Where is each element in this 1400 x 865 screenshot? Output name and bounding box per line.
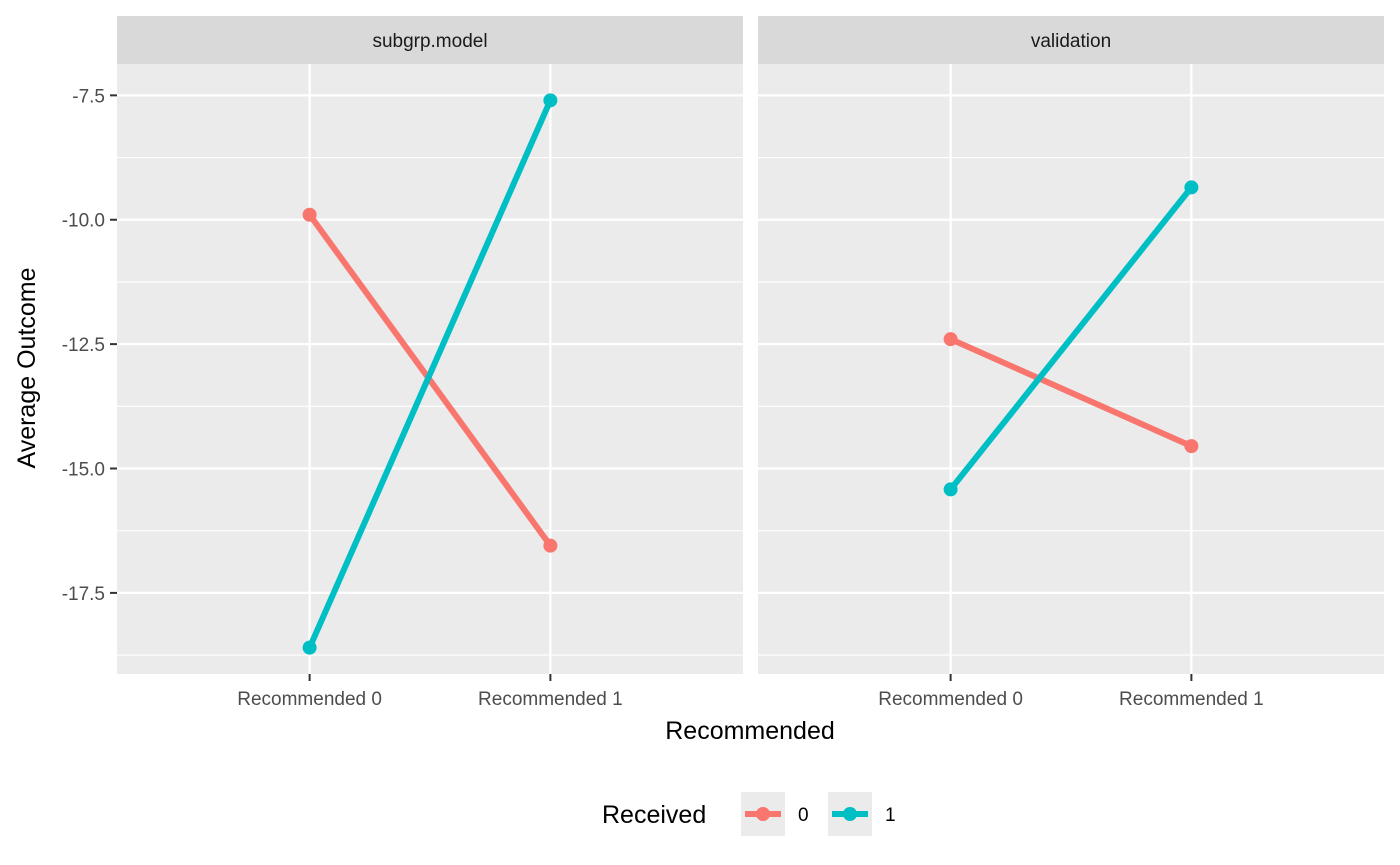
x-tick-label: Recommended 1 xyxy=(478,689,623,710)
series-line-1 xyxy=(948,185,1194,492)
data-point-series-1 xyxy=(943,482,958,497)
data-point-series-0 xyxy=(943,332,958,347)
y-tick-label: -10.0 xyxy=(62,211,105,232)
facet-strip xyxy=(117,16,743,64)
series-line-1 xyxy=(306,99,554,649)
legend: Received 0 1 xyxy=(602,792,896,836)
y-axis-title: Average Outcome xyxy=(13,267,41,468)
facet-panel-subgrp-model: subgrp.model Recommended 0 Recommended 1 xyxy=(117,16,743,710)
legend-label: 1 xyxy=(885,805,896,826)
data-point-series-1 xyxy=(302,640,317,655)
panel-background xyxy=(758,64,1384,674)
x-axis-title: Recommended xyxy=(665,717,835,745)
facet-strip-label: subgrp.model xyxy=(372,31,487,52)
y-tick-label: -7.5 xyxy=(72,86,105,107)
legend-key-point xyxy=(843,807,857,821)
y-tick-label: -12.5 xyxy=(62,335,105,356)
y-tick-label: -15.0 xyxy=(62,460,105,481)
x-tick-label: Recommended 0 xyxy=(237,689,382,710)
legend-key-point xyxy=(756,807,770,821)
facet-panel-validation: validation Recommended 0 Recommended 1 xyxy=(758,16,1384,710)
x-tick-label: Recommended 0 xyxy=(878,689,1023,710)
facet-strip-label: validation xyxy=(1031,31,1111,52)
data-point-series-0 xyxy=(302,207,317,222)
facet-strip xyxy=(758,16,1384,64)
data-point-series-0 xyxy=(1184,439,1199,454)
legend-title: Received xyxy=(602,801,706,829)
y-axis: -7.5 -10.0 -12.5 -15.0 -17.5 xyxy=(62,86,117,605)
x-tick-label: Recommended 1 xyxy=(1119,689,1264,710)
legend-label: 0 xyxy=(798,805,809,826)
series-line-0 xyxy=(949,336,1193,449)
data-point-series-1 xyxy=(543,93,558,108)
data-point-series-0 xyxy=(543,538,558,553)
y-tick-label: -17.5 xyxy=(62,584,105,605)
data-point-series-1 xyxy=(1184,180,1199,195)
